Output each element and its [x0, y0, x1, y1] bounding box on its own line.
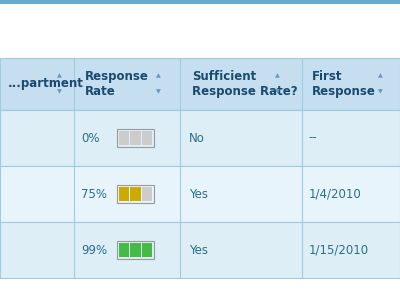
Text: 99%: 99%	[82, 244, 108, 256]
Bar	[118, 131, 129, 145]
Text: 0%: 0%	[82, 131, 100, 145]
Text: ▲: ▲	[275, 74, 280, 79]
Text: Response
Rate: Response Rate	[85, 70, 148, 98]
Text: Yes: Yes	[188, 244, 208, 256]
Bar	[0, 58, 400, 110]
Text: --: --	[309, 131, 318, 145]
Text: ...partment: ...partment	[8, 77, 83, 91]
Text: Sufficient
Response Rate?: Sufficient Response Rate?	[192, 70, 298, 98]
Text: 1/4/2010: 1/4/2010	[309, 188, 362, 200]
Bar	[130, 131, 141, 145]
Bar	[116, 129, 154, 147]
Text: No: No	[188, 131, 204, 145]
Text: 75%: 75%	[82, 188, 108, 200]
Text: Yes: Yes	[188, 188, 208, 200]
Bar	[130, 187, 141, 201]
Text: ▼: ▼	[156, 89, 161, 94]
Bar	[142, 187, 152, 201]
Bar	[118, 243, 129, 257]
Text: First
Response: First Response	[312, 70, 376, 98]
Bar	[0, 166, 400, 222]
Text: ▲: ▲	[57, 74, 62, 79]
Bar	[0, 110, 400, 166]
Text: ▼: ▼	[57, 89, 62, 94]
Bar	[142, 131, 152, 145]
Bar	[118, 187, 129, 201]
Bar	[130, 243, 141, 257]
Text: ▲: ▲	[378, 74, 383, 79]
Bar	[116, 185, 154, 203]
Bar	[0, 0, 400, 4]
Text: ▼: ▼	[378, 89, 383, 94]
Bar	[142, 243, 152, 257]
Text: 1/15/2010: 1/15/2010	[309, 244, 369, 256]
Bar	[0, 222, 400, 278]
Text: ▲: ▲	[156, 74, 161, 79]
Text: ▼: ▼	[275, 89, 280, 94]
Bar	[116, 241, 154, 259]
